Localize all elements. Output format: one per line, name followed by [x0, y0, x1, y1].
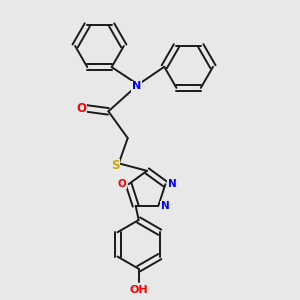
Text: S: S	[111, 159, 119, 172]
Text: O: O	[76, 102, 87, 115]
Text: O: O	[118, 178, 127, 189]
Text: N: N	[160, 201, 169, 211]
Text: N: N	[168, 178, 176, 189]
Text: N: N	[132, 81, 141, 91]
Text: OH: OH	[129, 284, 148, 295]
